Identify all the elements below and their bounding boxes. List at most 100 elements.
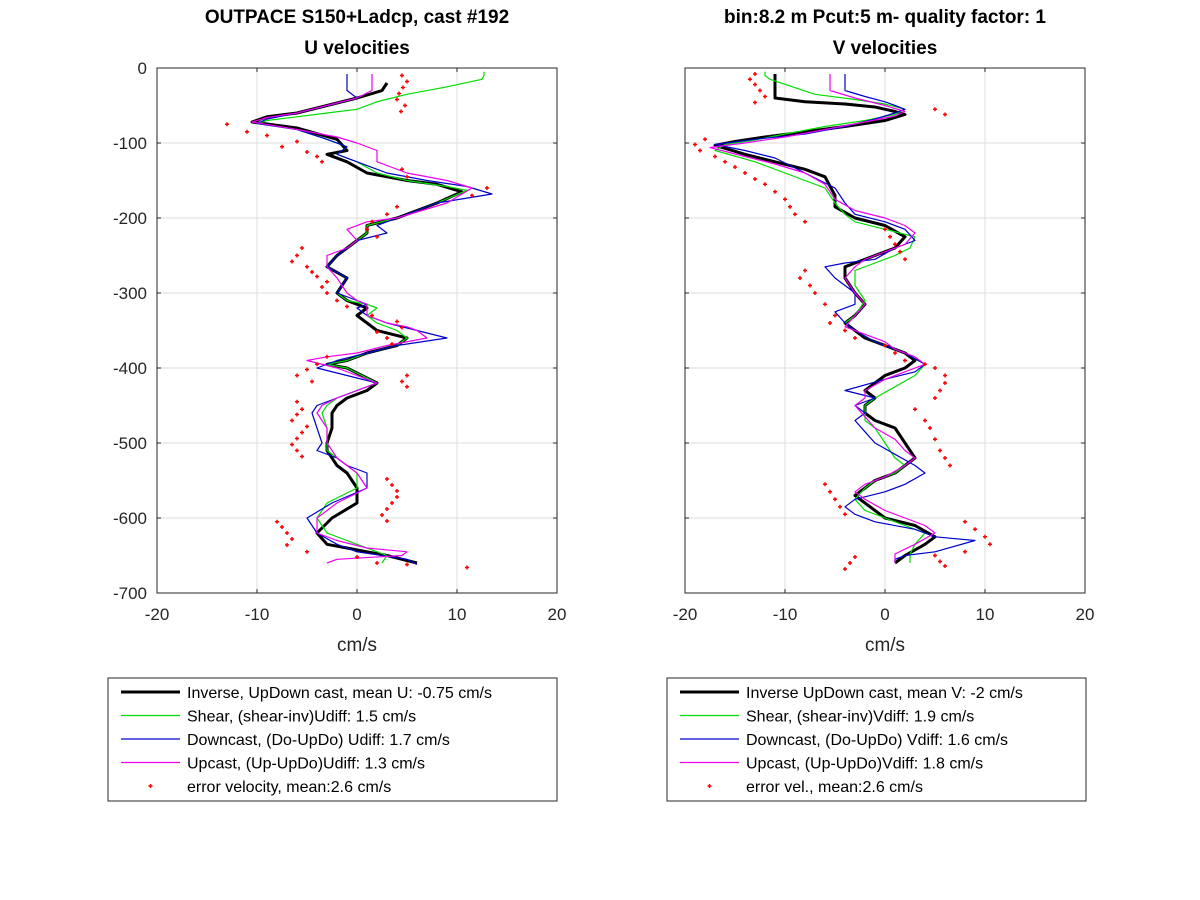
u-y-tick-label: -500 (113, 434, 147, 453)
v-legend-label-3: Upcast, (Up-UpDo)Vdiff: 1.8 cm/s (746, 756, 983, 773)
v-series-line-1 (714, 71, 926, 563)
v-legend-marker-4 (707, 784, 712, 788)
v-error-point (938, 559, 942, 564)
v-error-point (933, 366, 937, 370)
u-error-point (385, 477, 389, 481)
v-error-point (843, 567, 847, 571)
v-x-axis-label: cm/s (865, 635, 905, 656)
u-legend-label-1: Shear, (shear-inv)Udiff: 1.5 cm/s (187, 709, 416, 726)
u-error-point (295, 253, 299, 258)
u-error-point (405, 79, 409, 84)
v-series-3 (709, 74, 936, 563)
u-error-point (470, 193, 474, 198)
u-error-point (395, 97, 399, 102)
u-error-point (305, 264, 309, 269)
u-error-point (400, 379, 404, 384)
u-y-tick-label: -600 (113, 509, 147, 528)
v-velocity-panel: bin:8.2 m Pcut:5 m- quality factor: 1 V … (673, 7, 1095, 656)
u-chart-title: OUTPACE S150+Ladcp, cast #192 (205, 7, 509, 28)
v-error-point (983, 534, 987, 539)
v-error-point (828, 321, 832, 325)
v-error-point (763, 182, 767, 187)
v-error-point (933, 437, 937, 442)
v-error-point (903, 257, 907, 262)
u-error-point (295, 448, 299, 453)
v-error-point (758, 88, 762, 93)
v-error-point (798, 276, 802, 280)
v-error-point (753, 72, 757, 76)
u-error-point (397, 91, 401, 96)
u-legend-label-0: Inverse, UpDown cast, mean U: -0.75 cm/s (187, 685, 492, 702)
u-error-point (405, 174, 409, 179)
u-error-point (375, 561, 379, 565)
u-error-point (390, 483, 394, 487)
u-legend-marker-4 (148, 784, 153, 788)
u-error-point (375, 234, 379, 239)
v-error-point (893, 242, 897, 247)
v-error-point (783, 197, 787, 202)
u-x-tick-label: -10 (245, 605, 270, 624)
v-error-point (933, 396, 937, 400)
u-error-point (395, 204, 399, 209)
v-error-point (753, 177, 757, 181)
v-series-line-2 (714, 74, 976, 563)
v-legend-label-2: Downcast, (Do-UpDo) Vdiff: 1.6 cm/s (746, 732, 1008, 749)
v-legend-label-4: error vel., mean:2.6 cm/s (746, 779, 923, 796)
v-error-point (888, 234, 892, 239)
v-error-point (828, 489, 832, 494)
v-error-point (883, 343, 887, 348)
v-error-point (788, 204, 792, 209)
v-series-4 (693, 72, 992, 571)
v-x-tick-label: 20 (1076, 605, 1095, 624)
v-error-point (963, 519, 967, 524)
v-chart-subtitle: V velocities (833, 38, 938, 59)
u-series-line-3 (251, 74, 473, 564)
u-x-tick-label: 0 (352, 605, 361, 624)
v-error-point (803, 268, 807, 273)
u-error-point (390, 342, 394, 346)
u-error-point (405, 562, 409, 567)
u-error-point (385, 336, 389, 340)
u-error-point (275, 519, 279, 524)
u-y-tick-label: 0 (138, 59, 147, 78)
u-error-point (290, 442, 294, 447)
u-error-point (310, 270, 314, 274)
u-error-point (300, 246, 304, 250)
v-axes: -20 -10 0 10 20 (673, 67, 1095, 624)
u-error-point (300, 430, 304, 435)
v-error-point (853, 336, 857, 340)
u-error-point (335, 298, 339, 303)
u-error-point (403, 103, 407, 108)
u-error-point (485, 186, 489, 190)
u-x-tick-label: 20 (548, 605, 567, 624)
u-legend-box (107, 677, 558, 802)
v-error-point (743, 171, 747, 175)
v-error-point (853, 555, 857, 559)
u-y-tick-label: -100 (113, 134, 147, 153)
v-error-point (923, 362, 927, 367)
v-series-line-3 (709, 74, 936, 563)
u-error-point (355, 555, 359, 559)
u-error-point (295, 139, 299, 144)
v-error-point (928, 426, 932, 430)
u-error-point (345, 304, 349, 309)
u-series-3 (251, 74, 473, 564)
v-error-point (893, 351, 897, 355)
u-error-point (400, 325, 404, 330)
u-error-point (315, 362, 319, 367)
u-legend-label-4: error velocity, mean:2.6 cm/s (187, 779, 391, 796)
u-legend-label-3: Upcast, (Up-UpDo)Udiff: 1.3 cm/s (187, 756, 425, 773)
u-error-point (400, 73, 404, 78)
u-error-point (295, 436, 299, 441)
u-error-point (280, 144, 284, 149)
v-error-point (848, 561, 852, 565)
v-legend: Inverse UpDown cast, mean V: -2 cm/s Shea… (666, 677, 1087, 802)
u-error-point (325, 354, 329, 359)
u-error-point (385, 519, 389, 523)
v-x-tick-label: 10 (976, 605, 995, 624)
v-legend-label-0: Inverse UpDown cast, mean V: -2 cm/s (746, 685, 1023, 702)
v-error-point (748, 77, 752, 82)
u-error-point (305, 150, 309, 154)
u-error-point (285, 543, 289, 547)
